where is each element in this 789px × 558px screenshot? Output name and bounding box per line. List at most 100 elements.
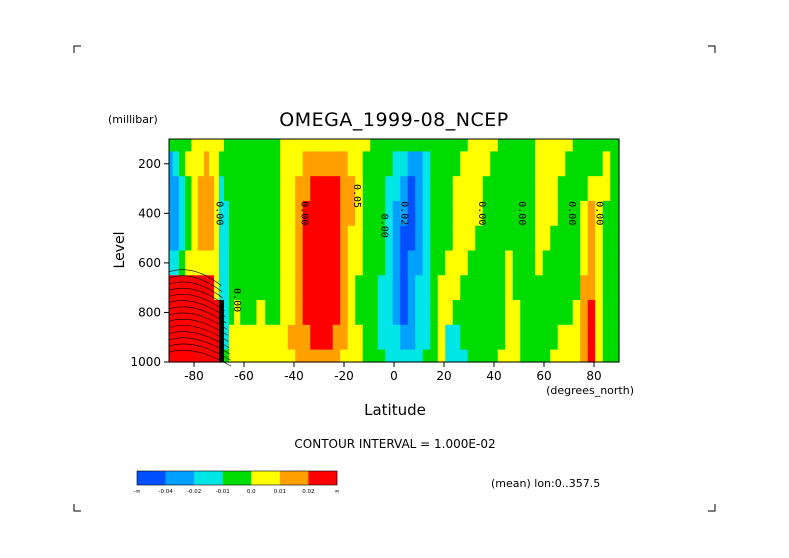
- field-cell: [377, 200, 386, 227]
- field-cell: [452, 324, 461, 351]
- field-cell: [452, 151, 461, 177]
- field-cell: [595, 151, 604, 177]
- field-cell: [310, 151, 319, 177]
- field-cell: [392, 225, 401, 252]
- field-cell: [497, 139, 506, 152]
- field-cell: [370, 151, 379, 177]
- field-cell: [400, 176, 409, 202]
- field-cell: [362, 324, 371, 351]
- field-cell: [240, 275, 249, 301]
- field-cell: [512, 151, 521, 177]
- contour-line: [168, 281, 224, 299]
- field-cell: [400, 139, 409, 152]
- field-cell: [400, 200, 409, 227]
- field-cell: [535, 200, 544, 227]
- field-cell: [452, 349, 461, 363]
- contour-label: 0.05: [351, 184, 362, 208]
- field-cell: [370, 176, 379, 202]
- field-cell: [224, 200, 230, 227]
- field-cell: [475, 225, 484, 252]
- colorbar-label: -0.04: [158, 489, 173, 495]
- field-cell: [475, 300, 484, 326]
- field-cell: [535, 250, 544, 276]
- field-cell: [377, 151, 386, 177]
- field-cell: [302, 300, 311, 326]
- field-cell: [234, 200, 241, 227]
- field-cell: [185, 176, 193, 202]
- field-cell: [467, 349, 476, 363]
- x-tick-label: 0: [390, 369, 398, 383]
- field-cell: [332, 324, 341, 351]
- field-cell: [287, 139, 296, 152]
- field-cell: [340, 324, 349, 351]
- field-cell: [535, 324, 544, 351]
- field-cell: [580, 225, 589, 252]
- field-cell: [385, 225, 394, 252]
- field-cell: [475, 139, 484, 152]
- field-cell: [467, 225, 476, 252]
- field-cell: [287, 151, 296, 177]
- field-cell: [497, 200, 506, 227]
- field-cell: [214, 300, 220, 326]
- field-cell: [332, 151, 341, 177]
- field-cell: [185, 349, 193, 363]
- field-cell: [385, 139, 394, 152]
- field-cell: [392, 275, 401, 301]
- field-cell: [272, 275, 281, 301]
- field-cell: [247, 151, 258, 177]
- field-cell: [542, 225, 551, 252]
- field-cell: [527, 151, 536, 177]
- field-cell: [595, 275, 604, 301]
- field-cell: [191, 349, 199, 363]
- field-cell: [595, 176, 604, 202]
- field-cell: [512, 225, 521, 252]
- field-cell: [169, 225, 174, 252]
- field-cell: [542, 300, 551, 326]
- field-cell: [490, 139, 499, 152]
- field-cell: [616, 300, 620, 326]
- field-cell: [580, 275, 589, 301]
- field-cell: [347, 250, 356, 276]
- colorbar-swatch: [165, 471, 195, 485]
- field-cell: [302, 151, 311, 177]
- field-cell: [527, 275, 536, 301]
- field-cell: [452, 200, 461, 227]
- field-cell: [587, 176, 596, 202]
- field-cell: [602, 200, 611, 227]
- field-cell: [460, 151, 469, 177]
- field-cell: [209, 324, 215, 351]
- field-cell: [587, 225, 596, 252]
- x-tick-label: -20: [334, 369, 354, 383]
- field-cell: [209, 250, 215, 276]
- field-cell: [565, 151, 574, 177]
- field-cell: [204, 349, 210, 363]
- field-cell: [400, 324, 409, 351]
- field-cell: [595, 349, 604, 363]
- field-cell: [172, 151, 180, 177]
- field-cell: [370, 200, 379, 227]
- field-cell: [587, 300, 596, 326]
- field-cell: [362, 151, 371, 177]
- field-cell: [527, 225, 536, 252]
- field-cell: [595, 250, 604, 276]
- field-cell: [355, 300, 364, 326]
- field-cell: [332, 139, 341, 152]
- field-cell: [415, 324, 424, 351]
- field-cell: [256, 176, 266, 202]
- field-cell: [422, 139, 431, 152]
- field-cell: [325, 200, 334, 227]
- field-cell: [482, 250, 491, 276]
- field-cell: [347, 176, 356, 202]
- field-cell: [385, 275, 394, 301]
- field-cell: [572, 300, 581, 326]
- field-cell: [616, 225, 620, 252]
- field-cell: [362, 349, 371, 363]
- field-cell: [550, 225, 559, 252]
- field-cell: [256, 200, 266, 227]
- field-cell: [392, 250, 401, 276]
- x-tick-label: 80: [586, 369, 601, 383]
- field-cell: [542, 275, 551, 301]
- field-cell: [240, 151, 249, 177]
- field-cell: [229, 300, 235, 326]
- contour-label: 0.00: [476, 201, 487, 225]
